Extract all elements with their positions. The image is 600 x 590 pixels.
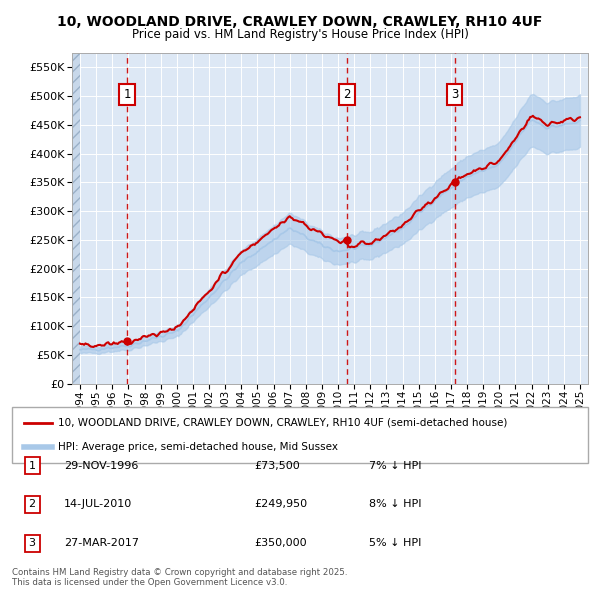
Text: £249,950: £249,950	[254, 500, 307, 509]
Text: 3: 3	[451, 88, 458, 101]
Text: 8% ↓ HPI: 8% ↓ HPI	[369, 500, 422, 509]
FancyBboxPatch shape	[12, 407, 588, 463]
Text: 1: 1	[29, 461, 35, 470]
Text: 10, WOODLAND DRIVE, CRAWLEY DOWN, CRAWLEY, RH10 4UF (semi-detached house): 10, WOODLAND DRIVE, CRAWLEY DOWN, CRAWLE…	[58, 418, 508, 428]
Text: 2: 2	[343, 88, 350, 101]
Text: Price paid vs. HM Land Registry's House Price Index (HPI): Price paid vs. HM Land Registry's House …	[131, 28, 469, 41]
Text: 29-NOV-1996: 29-NOV-1996	[64, 461, 138, 470]
Text: 1: 1	[123, 88, 131, 101]
Text: 27-MAR-2017: 27-MAR-2017	[64, 539, 139, 548]
Text: 7% ↓ HPI: 7% ↓ HPI	[369, 461, 422, 470]
Text: £350,000: £350,000	[254, 539, 307, 548]
Text: 10, WOODLAND DRIVE, CRAWLEY DOWN, CRAWLEY, RH10 4UF: 10, WOODLAND DRIVE, CRAWLEY DOWN, CRAWLE…	[58, 15, 542, 29]
Text: HPI: Average price, semi-detached house, Mid Sussex: HPI: Average price, semi-detached house,…	[58, 442, 338, 453]
Text: 5% ↓ HPI: 5% ↓ HPI	[369, 539, 421, 548]
Text: 14-JUL-2010: 14-JUL-2010	[64, 500, 132, 509]
Bar	[72, 53, 80, 384]
Text: Contains HM Land Registry data © Crown copyright and database right 2025.
This d: Contains HM Land Registry data © Crown c…	[12, 568, 347, 587]
Text: £73,500: £73,500	[254, 461, 299, 470]
Text: 2: 2	[29, 500, 36, 509]
Text: 3: 3	[29, 539, 35, 548]
